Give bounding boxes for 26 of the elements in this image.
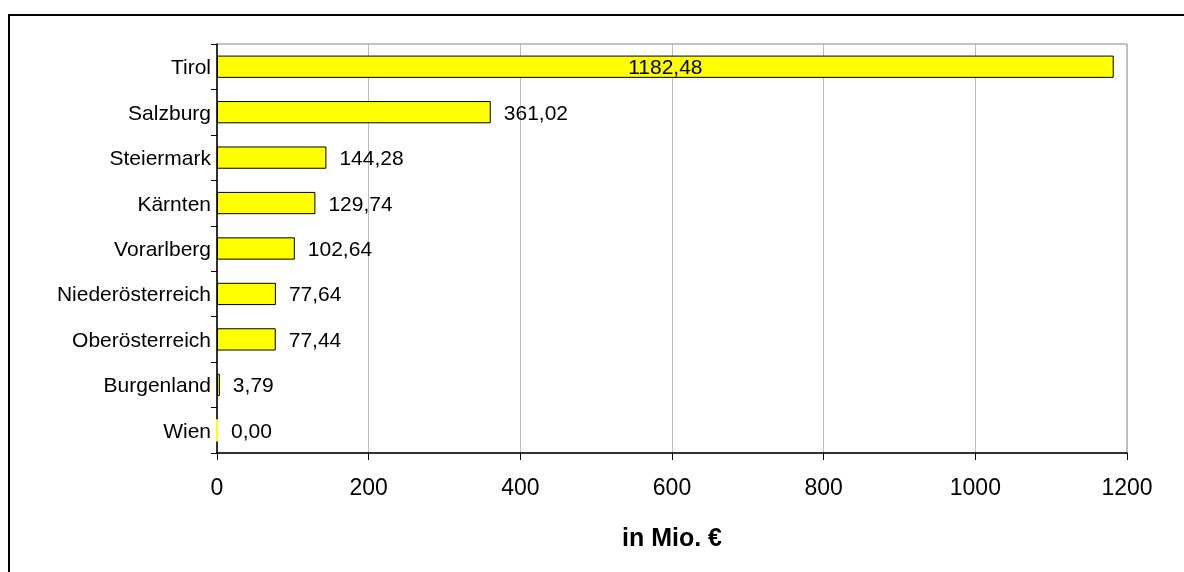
- x-tick-label: 1200: [1101, 473, 1153, 500]
- data-label: 144,28: [339, 146, 404, 170]
- y-tick-label: Salzburg: [128, 100, 211, 124]
- y-tick-label: Wien: [163, 418, 211, 442]
- x-tick-label: 200: [349, 473, 388, 500]
- y-tick-label: Tirol: [170, 55, 211, 79]
- x-tick-label: 1000: [949, 473, 1001, 500]
- x-tick-label: 600: [652, 473, 692, 500]
- x-tick-label: 0: [210, 473, 224, 500]
- x-tick-label: 400: [501, 473, 540, 500]
- data-label: 361,02: [503, 100, 569, 124]
- data-label: 1182,48: [628, 55, 703, 79]
- data-label: 77,44: [288, 327, 342, 351]
- y-tick-label: Niederösterreich: [56, 282, 211, 306]
- data-label: 3,79: [232, 373, 274, 397]
- x-tick-label: 800: [804, 473, 843, 500]
- y-tick-label: Kärnten: [137, 191, 211, 215]
- y-tick-label: Burgenland: [103, 373, 211, 397]
- y-tick-label: Steiermark: [109, 146, 212, 170]
- data-label: 0,00: [231, 418, 272, 442]
- data-label: 77,64: [288, 282, 342, 306]
- data-label: 102,64: [307, 237, 373, 260]
- y-tick-label: Oberösterreich: [72, 327, 211, 351]
- data-label: 129,74: [328, 191, 393, 215]
- x-axis-title: in Mio. €: [622, 522, 723, 551]
- y-tick-label: Vorarlberg: [114, 237, 211, 260]
